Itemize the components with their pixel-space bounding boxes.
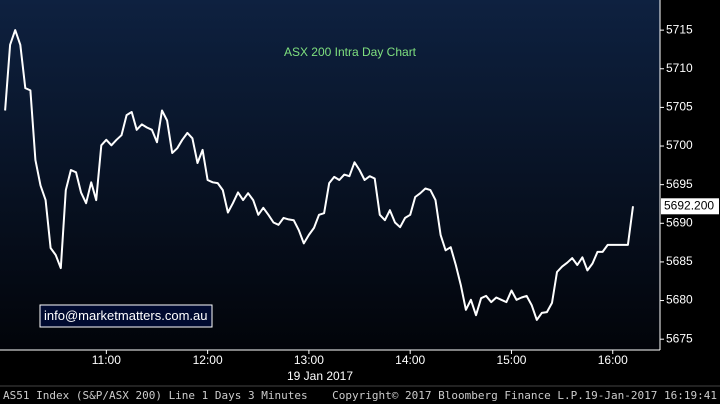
y-tick-label: 5700: [666, 138, 693, 152]
x-tick-label: 14:00: [395, 353, 425, 367]
x-tick-label: 15:00: [496, 353, 526, 367]
chart-title: ASX 200 Intra Day Chart: [284, 45, 417, 59]
y-tick-label: 5695: [666, 177, 693, 191]
y-tick-label: 5705: [666, 100, 693, 114]
y-tick-label: 5675: [666, 331, 693, 345]
x-tick-label: 16:00: [598, 353, 628, 367]
x-tick-label: 13:00: [294, 353, 324, 367]
y-tick-label: 5685: [666, 254, 693, 268]
x-tick-label: 12:00: [193, 353, 223, 367]
last-value-box: [661, 198, 719, 215]
annotation-box: [39, 304, 213, 328]
footer-right: 19-Jan-2017 16:19:41: [585, 389, 717, 402]
y-tick-label: 5710: [666, 61, 693, 75]
footer-center: Copyright© 2017 Bloomberg Finance L.P.: [332, 389, 584, 402]
y-tick-label: 5715: [666, 22, 693, 36]
x-tick-label: 11:00: [92, 353, 121, 367]
y-tick-label: 5690: [666, 215, 693, 229]
footer-left: AS51 Index (S&P/ASX 200) Line 1 Days 3 M…: [3, 389, 308, 402]
x-axis-label: 19 Jan 2017: [287, 369, 353, 383]
line-series: [4, 29, 634, 321]
plot-area: [0, 0, 660, 350]
last-value-label: 5692.200: [664, 198, 714, 212]
annotation: info@marketmatters.com.au: [44, 308, 207, 323]
y-tick-label: 5680: [666, 293, 693, 307]
